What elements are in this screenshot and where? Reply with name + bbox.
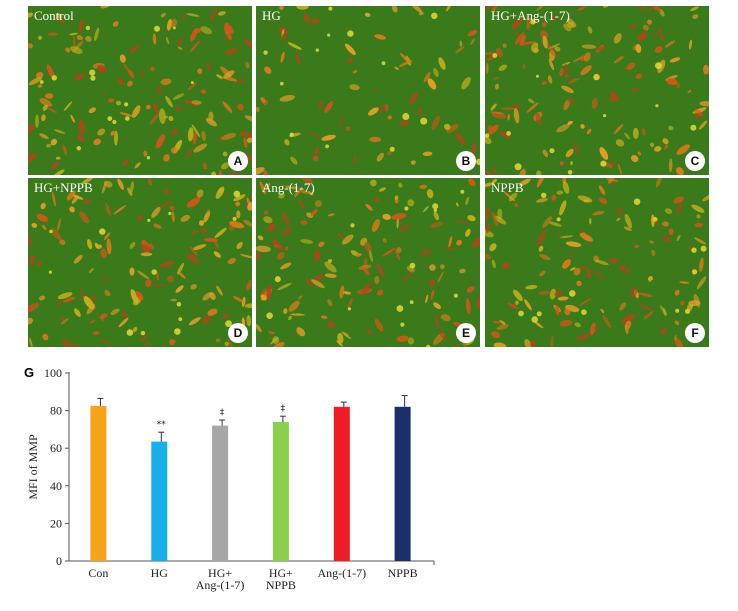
x-tick-label: HG+ [208,566,232,580]
micrograph-image [256,6,480,175]
micrograph-panel-b: HG B [256,6,480,175]
micrograph-panel-f: NPPB F [485,178,709,347]
bar-1 [151,441,168,561]
chart-panel-letter: G [24,365,34,380]
panel-label: HG+NPPB [34,180,93,195]
x-tick-label: HG [151,566,169,580]
y-tick-label: 60 [50,441,62,455]
y-tick-label: 20 [50,516,62,530]
panel-letter: F [685,323,705,343]
significance-mark-3: ‡ [281,404,286,414]
panel-letter: E [456,323,476,343]
y-tick-label: 80 [50,404,62,418]
x-tick-label: NPPB [388,566,418,580]
x-tick-label: HG+ [269,566,293,580]
x-tick-label: Ang-(1-7) [317,566,366,580]
bar-5 [394,406,411,561]
panel-label: HG+Ang-(1-7) [491,8,570,23]
y-tick-label: 100 [44,366,62,380]
panel-letter: A [228,151,248,171]
bar-0 [90,405,107,561]
panel-label: NPPB [491,180,524,195]
micrograph-image [256,178,480,347]
panel-label: HG [262,8,281,23]
x-tick-label: Con [88,566,108,580]
y-tick-label: 0 [56,554,62,568]
significance-mark-2: ‡ [220,408,225,418]
y-tick-label: 40 [50,479,62,493]
y-axis-label: MFI of MMP [26,434,40,500]
micrograph-panel-e: Ang-(1-7) E [256,178,480,347]
panel-letter: B [456,151,476,171]
micrograph-panel-a: Control A [28,6,252,175]
bar-2 [212,425,229,561]
significance-mark-1: ** [157,420,167,430]
panel-label: Ang-(1-7) [262,180,315,195]
micrograph-image [28,178,252,347]
panel-label: Control [34,8,74,23]
micrograph-image [28,6,252,175]
panel-letter: D [228,323,248,343]
x-tick-label: Ang-(1-7) [196,578,245,592]
micrograph-image [485,6,709,175]
bar-4 [333,406,350,561]
panel-letter: C [685,151,705,171]
micrograph-image [485,178,709,347]
bar-3 [272,421,289,561]
micrograph-panel-c: HG+Ang-(1-7) C [485,6,709,175]
x-tick-label: NPPB [266,578,296,592]
micrograph-panel-d: HG+NPPB D [28,178,252,347]
